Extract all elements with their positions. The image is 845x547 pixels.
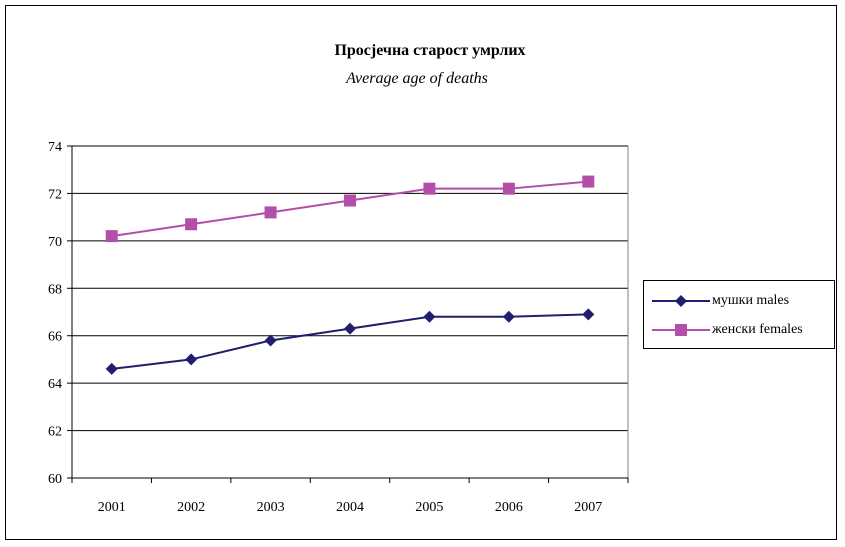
xtick-label-2006: 2006	[495, 500, 523, 515]
legend-swatch-females	[652, 324, 710, 336]
point-1-2001	[105, 230, 118, 243]
ytick-label-68: 68	[48, 282, 62, 297]
legend-label-females: женски females	[712, 322, 803, 337]
point-0-2007	[582, 308, 595, 321]
ytick-label-60: 60	[48, 472, 62, 487]
xtick-label-2007: 2007	[574, 500, 602, 515]
legend-label-males: мушки males	[712, 293, 790, 308]
chart-title: Просјечна старост умрлих	[334, 42, 526, 59]
point-1-2003	[264, 206, 277, 219]
xtick-label-2001: 2001	[98, 500, 126, 515]
ytick-label-62: 62	[48, 425, 62, 440]
legend-item-males: мушки males	[644, 291, 834, 311]
point-0-2006	[502, 310, 515, 323]
xtick-label-2003: 2003	[257, 500, 285, 515]
point-0-2003	[264, 334, 277, 347]
xtick-label-2005: 2005	[415, 500, 443, 515]
xtick-label-2002: 2002	[177, 500, 205, 515]
xtick-label-2004: 2004	[336, 500, 364, 515]
ytick-label-70: 70	[48, 235, 62, 250]
point-0-2005	[423, 310, 436, 323]
ytick-label-64: 64	[48, 377, 62, 392]
legend-item-females: женски females	[644, 320, 834, 340]
point-0-2001	[105, 362, 118, 375]
ytick-label-66: 66	[48, 330, 62, 345]
point-1-2004	[344, 194, 356, 207]
ytick-label-72: 72	[48, 187, 62, 202]
point-1-2002	[185, 218, 198, 231]
point-1-2007	[582, 175, 595, 188]
point-1-2006	[502, 182, 515, 195]
ytick-label-74: 74	[48, 140, 62, 155]
legend: мушки males женски females	[643, 280, 835, 349]
point-1-2005	[423, 182, 436, 195]
legend-swatch-males	[652, 295, 710, 307]
point-0-2004	[344, 322, 356, 335]
point-0-2002	[185, 353, 198, 366]
chart-subtitle: Average age of deaths	[346, 70, 488, 87]
